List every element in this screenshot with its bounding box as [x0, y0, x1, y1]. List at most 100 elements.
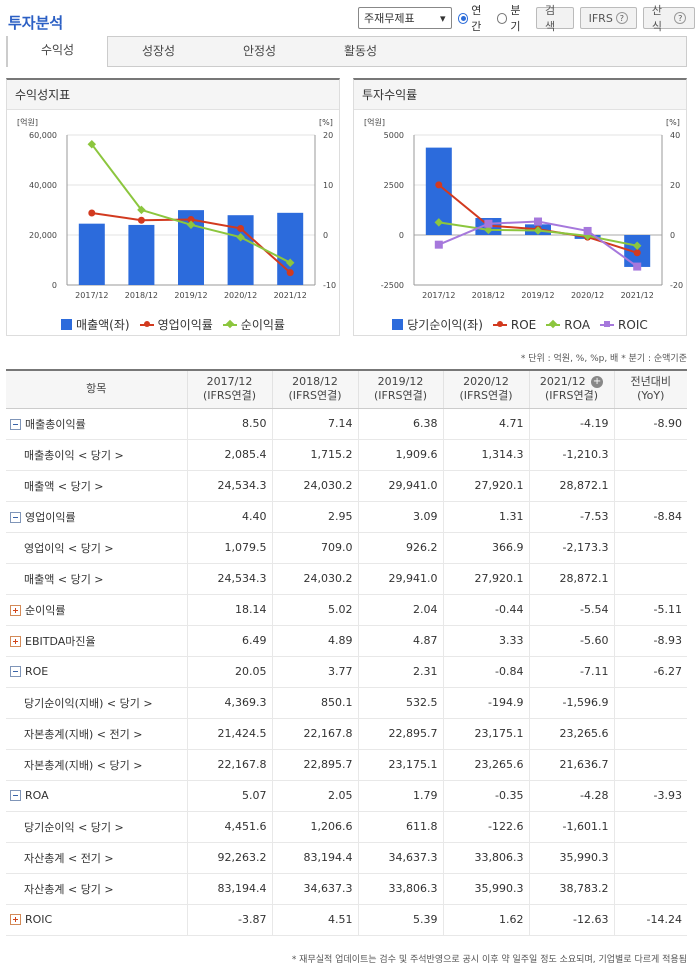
collapse-icon[interactable] — [10, 511, 21, 523]
return-point — [534, 217, 542, 226]
legend-label: 영업이익률 — [157, 318, 213, 332]
row-label-text: EBITDA마진율 — [25, 634, 96, 648]
x-tick-label: 2020/12 — [224, 291, 257, 300]
legend-label: 당기순이익(좌) — [407, 318, 483, 332]
profit-point — [137, 205, 146, 215]
y-tick-label: 5000 — [384, 131, 404, 140]
table-cell: -1,596.9 — [528, 687, 614, 719]
ifrs-button[interactable]: IFRS ? — [579, 7, 637, 29]
line-swatch-icon — [139, 319, 154, 330]
radio-annual[interactable]: 연간 — [457, 2, 491, 34]
column-header-year: 2021/12 + (IFRS연결) — [528, 369, 614, 409]
table-row: ROE 20.05 3.77 2.31 -0.84 -7.11 -6.27 — [6, 655, 687, 688]
row-label[interactable]: EBITDA마진율 — [6, 624, 187, 657]
row-label[interactable]: 영업이익률 — [6, 500, 187, 533]
expand-icon[interactable] — [10, 635, 21, 647]
row-label[interactable]: 순이익률 — [6, 593, 187, 626]
collapse-icon[interactable] — [10, 666, 21, 677]
profit-point — [236, 232, 245, 242]
yoy-cell — [613, 439, 687, 471]
table-row: EBITDA마진율 6.49 4.89 4.87 3.33 -5.60 -8.93 — [6, 624, 687, 657]
legend-item-roa[interactable]: ROA — [546, 316, 590, 333]
legend-label: ROA — [564, 317, 591, 332]
row-label[interactable]: ROE — [6, 655, 187, 688]
table-header-row: 항목 2017/12 (IFRS연결) 2018/12 (IFRS연결) 2019/… — [6, 369, 687, 409]
row-label-text: 영업이익 < 당기 > — [24, 541, 114, 555]
collapse-icon[interactable] — [10, 790, 21, 801]
table-row: 자산총계 < 당기 > 83,194.4 34,637.3 33,806.3 35,99… — [6, 873, 687, 905]
yoy-cell — [613, 687, 687, 719]
table-cell: 24,534.3 — [186, 470, 272, 502]
row-label: 당기순이익(지배) < 당기 > — [6, 687, 187, 719]
table-cell: 1,206.6 — [271, 811, 358, 843]
table-row: 매출총이익 < 당기 > 2,085.4 1,715.2 1,909.6 1,314.3… — [6, 439, 687, 471]
return-chart-title: 투자수익률 — [354, 80, 686, 110]
line-swatch-icon — [546, 319, 561, 330]
table-cell: -194.9 — [442, 687, 529, 719]
legend-item-net-income[interactable]: 당기순이익(좌) — [392, 316, 483, 333]
row-label-text: 자본총계(지배) < 전기 > — [24, 727, 143, 741]
table-cell: -1,210.3 — [528, 439, 614, 471]
table-cell: 23,175.1 — [357, 749, 443, 781]
tab-stability[interactable]: 안정성 — [242, 44, 277, 58]
tab-growth[interactable]: 성장성 — [141, 44, 176, 58]
y-tick-label: 20,000 — [29, 231, 57, 240]
profit-point — [187, 216, 195, 224]
yoy-cell — [613, 532, 687, 564]
table-cell: 24,030.2 — [271, 563, 358, 595]
y2-tick-label: 20 — [670, 181, 680, 190]
table-cell: 366.9 — [442, 532, 529, 564]
add-column-icon[interactable]: + — [591, 376, 604, 389]
row-label-text: ROE — [25, 665, 49, 678]
return-legend: 당기순이익(좌) ROE ROA ROIC — [354, 316, 686, 333]
table-row: 당기순이익 < 당기 > 4,451.6 1,206.6 611.8 -122.6 -1,… — [6, 811, 687, 843]
expand-icon[interactable] — [10, 604, 21, 616]
table-cell: 22,167.8 — [271, 718, 358, 750]
row-label[interactable]: ROA — [6, 779, 187, 812]
profit-point — [237, 224, 245, 232]
line-swatch-icon — [600, 319, 615, 330]
search-button[interactable]: 검색 — [535, 4, 574, 33]
table-cell: 23,175.1 — [442, 718, 529, 750]
table-row: ROA 5.07 2.05 1.79 -0.35 -4.28 -3.93 — [6, 779, 687, 812]
expand-icon[interactable] — [10, 914, 21, 925]
legend-item-roe[interactable]: ROE — [492, 316, 536, 333]
table-cell: 34,637.3 — [271, 873, 358, 905]
table-cell: 6.38 — [357, 407, 443, 440]
table-cell: 1.79 — [357, 779, 443, 812]
x-tick-label: 2019/12 — [521, 291, 554, 300]
table-cell: 3.09 — [357, 500, 443, 533]
statement-type-select[interactable]: 주재무제표 ▾ — [358, 7, 452, 29]
table-row: 자본총계(지배) < 전기 >21,424.5 22,167.8 22,895.7 2… — [6, 718, 687, 750]
table-cell: 38,783.2 — [528, 873, 614, 905]
collapse-icon[interactable] — [10, 418, 21, 430]
row-label-text: ROA — [25, 789, 49, 802]
row-label[interactable]: ROIC — [6, 903, 187, 936]
yoy-cell — [613, 873, 687, 905]
formula-button[interactable]: 산식 ? — [642, 4, 695, 33]
row-label-text: 매출총이익 < 당기 > — [24, 448, 124, 462]
legend-label: 순이익률 — [240, 318, 285, 332]
table-cell: 24,030.2 — [271, 470, 358, 502]
radio-quarter[interactable]: 분기 — [496, 2, 530, 34]
row-label: 자본총계(지배) < 당기 > — [6, 749, 187, 781]
table-cell: 28,872.1 — [528, 563, 614, 595]
table-cell: 4,369.3 — [186, 687, 272, 719]
legend-item-roic[interactable]: ROIC — [600, 316, 648, 333]
yoy-cell: -6.27 — [613, 655, 687, 688]
tab-profitability[interactable]: 수익성 — [7, 36, 108, 67]
legend-item-net-margin[interactable]: 순이익률 — [222, 316, 285, 333]
table-cell: 8.50 — [186, 407, 272, 440]
filter-controls: 주재무제표 ▾ 연간 분기 검색 IFRS ? 산식 ? — [358, 4, 695, 33]
legend-item-op-margin[interactable]: 영업이익률 — [139, 316, 213, 333]
profit-point — [285, 258, 295, 267]
legend-item-sales[interactable]: 매출액(좌) — [61, 316, 130, 333]
row-label[interactable]: 매출총이익률 — [6, 407, 187, 440]
profit-point — [88, 209, 96, 217]
x-tick-label: 2017/12 — [75, 291, 108, 300]
table-cell: 29,941.0 — [357, 563, 443, 595]
column-header-year: 2018/12 (IFRS연결) — [271, 369, 358, 409]
tab-activity[interactable]: 활동성 — [343, 44, 378, 58]
column-header-yoy: 전년대비 (YoY) — [613, 369, 687, 409]
table-cell: 5.02 — [271, 593, 358, 626]
